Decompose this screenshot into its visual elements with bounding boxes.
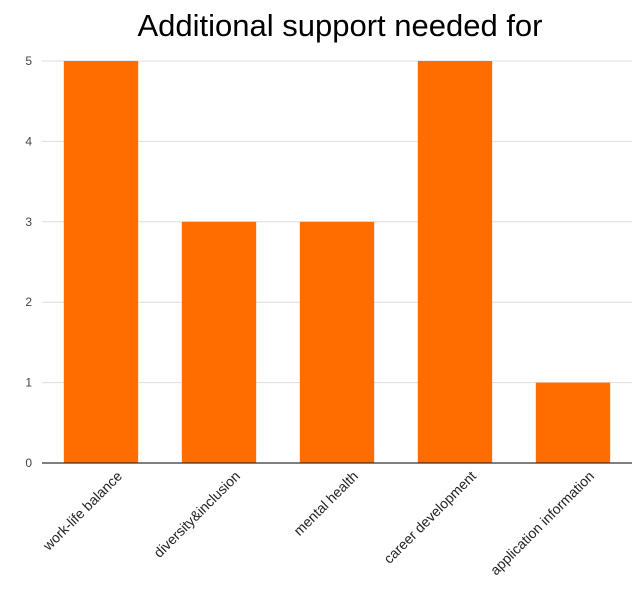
chart-title: Additional support needed for: [137, 8, 542, 43]
bar: [417, 61, 493, 463]
y-tick-label: 3: [25, 215, 32, 229]
bar: [535, 382, 611, 463]
y-tick-label: 4: [25, 134, 32, 148]
y-tick-label: 2: [25, 295, 32, 309]
x-tick-label: career development: [380, 468, 479, 567]
y-tick-label: 1: [25, 376, 32, 390]
y-tick-label: 5: [25, 54, 32, 68]
bar: [181, 221, 257, 463]
y-axis-ticks: 0 1 2 3 4 5: [25, 54, 32, 470]
bars: [63, 61, 611, 463]
bar: [63, 61, 139, 463]
bar: [299, 221, 375, 463]
x-axis-labels: work-life balance diversity&inclusion ment…: [39, 468, 597, 579]
x-tick-label: mental health: [290, 468, 361, 539]
y-tick-label: 0: [25, 456, 32, 470]
x-tick-label: diversity&inclusion: [150, 468, 243, 561]
x-tick-label: application information: [487, 468, 597, 578]
x-tick-label: work-life balance: [39, 468, 125, 554]
